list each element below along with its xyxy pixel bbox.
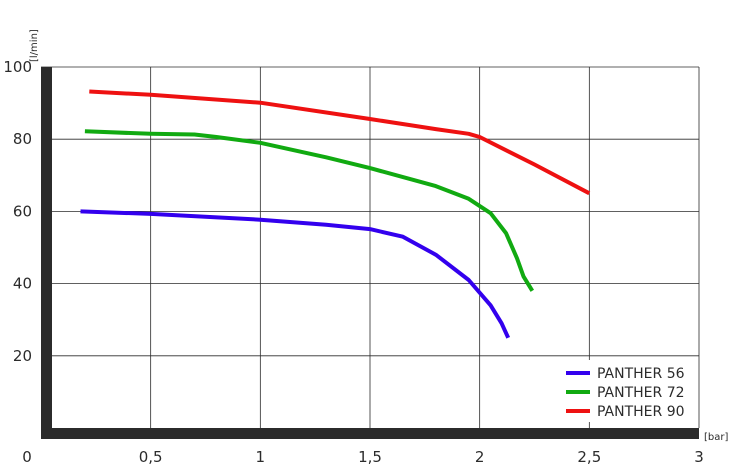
x-tick-label: 3: [694, 448, 704, 466]
series-line-panther-56: [80, 209, 511, 339]
x-tick-label: 1,5: [358, 448, 382, 466]
y-tick-label: 80: [13, 130, 32, 148]
series-line-panther-72: [84, 129, 535, 292]
x-tick-label: 0: [22, 448, 32, 466]
y-tick-label: 20: [13, 347, 32, 365]
y-tick-label: 100: [3, 58, 32, 76]
legend-label: PANTHER 90: [597, 404, 685, 420]
x-axis-bar: [41, 428, 699, 439]
y-axis-label: [l/min]: [29, 29, 40, 62]
x-axis-label: [bar]: [704, 432, 728, 443]
x-tick-label: 2,5: [577, 448, 601, 466]
series-line-panther-90: [89, 89, 591, 196]
x-tick-label: 0,5: [139, 448, 163, 466]
y-tick-label: 40: [13, 275, 32, 293]
x-tick-label: 2: [475, 448, 485, 466]
y-tick-label: 60: [13, 202, 32, 220]
y-axis-bar: [41, 67, 52, 439]
grid: [41, 66, 700, 428]
x-tick-label: 1: [256, 448, 266, 466]
tick-labels: 0 0,5 1 1,5 2 2,5 3 20 40 60 80 100: [3, 58, 703, 466]
legend: PANTHER 56 PANTHER 72 PANTHER 90: [560, 360, 698, 422]
legend-label: PANTHER 56: [597, 366, 685, 382]
axes: [41, 67, 699, 439]
legend-label: PANTHER 72: [597, 385, 685, 401]
series: [80, 89, 591, 339]
